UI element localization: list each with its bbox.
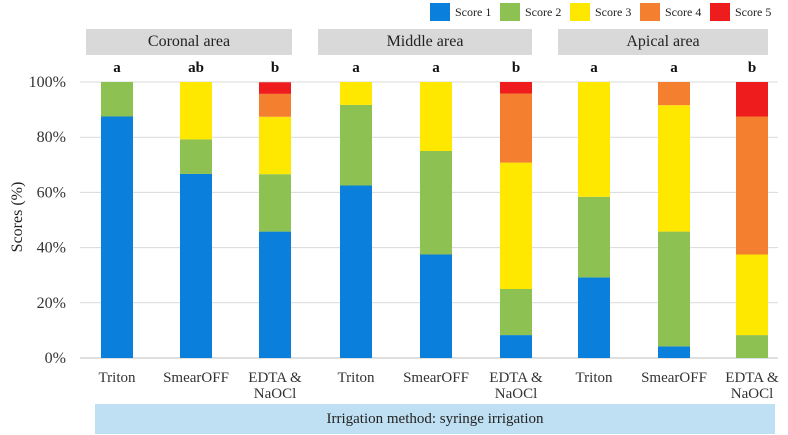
- x-tick-label: NaOCl: [731, 386, 774, 400]
- significance-label: a: [352, 60, 360, 76]
- bar-segment: [259, 82, 291, 94]
- legend-item: Score 4: [640, 3, 710, 21]
- legend-label: Score 1: [455, 4, 492, 19]
- stacked-bar-chart: 0%20%40%60%80%100%aTritonabSmearOFFbEDTA…: [29, 60, 779, 400]
- significance-label: b: [748, 60, 756, 76]
- y-tick-label: 100%: [29, 74, 66, 91]
- y-tick-label: 0%: [45, 350, 66, 367]
- x-tick-label: SmearOFF: [641, 370, 707, 386]
- bar-segment: [500, 82, 532, 94]
- bar-segment: [259, 231, 291, 358]
- significance-label: a: [590, 60, 598, 76]
- bar-segment: [420, 254, 452, 358]
- bar-segment: [658, 82, 690, 106]
- y-tick-label: 20%: [37, 295, 66, 312]
- bar-segment: [340, 82, 372, 105]
- bar-segment: [101, 116, 133, 358]
- bar-segment: [180, 139, 212, 174]
- bar-segment: [736, 254, 768, 336]
- bar-segment: [420, 151, 452, 255]
- irrigation-method-label: Irrigation method: syringe irrigation: [95, 404, 775, 434]
- legend-swatch: [570, 3, 590, 21]
- significance-label: a: [432, 60, 440, 76]
- bar-segment: [578, 277, 610, 358]
- x-tick-label: EDTA &: [489, 370, 543, 386]
- x-tick-label: EDTA &: [248, 370, 302, 386]
- bar-segment: [101, 82, 133, 117]
- significance-label: a: [113, 60, 121, 76]
- bar-segment: [736, 335, 768, 358]
- bar-segment: [500, 93, 532, 163]
- bar-segment: [500, 335, 532, 358]
- group-title-apical: Apical area: [558, 29, 768, 55]
- x-tick-label: SmearOFF: [163, 370, 229, 386]
- bar-segment: [259, 174, 291, 232]
- legend-item: Score 2: [500, 3, 570, 21]
- legend-swatch: [710, 3, 730, 21]
- bar-segment: [500, 289, 532, 336]
- x-tick-label: NaOCl: [495, 386, 538, 400]
- bar-segment: [736, 116, 768, 255]
- legend: Score 1 Score 2 Score 3 Score 4 Score 5: [430, 3, 780, 21]
- x-tick-label: EDTA &: [725, 370, 779, 386]
- bar-segment: [658, 346, 690, 358]
- legend-label: Score 4: [665, 4, 702, 19]
- legend-label: Score 5: [735, 4, 772, 19]
- group-title-coronal: Coronal area: [86, 29, 292, 55]
- legend-label: Score 3: [595, 4, 632, 19]
- significance-label: a: [670, 60, 678, 76]
- bar-segment: [259, 93, 291, 117]
- legend-swatch: [500, 3, 520, 21]
- legend-item: Score 3: [570, 3, 640, 21]
- bar-segment: [340, 185, 372, 358]
- significance-label: b: [271, 60, 279, 76]
- x-tick-label: Triton: [338, 370, 375, 386]
- bar-segment: [259, 116, 291, 175]
- bar-segment: [578, 196, 610, 278]
- legend-swatch: [640, 3, 660, 21]
- bar-segment: [658, 105, 690, 232]
- legend-item: Score 1: [430, 3, 500, 21]
- bar-segment: [736, 82, 768, 117]
- bar-segment: [180, 173, 212, 358]
- bar-segment: [578, 82, 610, 197]
- legend-swatch: [430, 3, 450, 21]
- bar-segment: [180, 82, 212, 140]
- x-tick-label: Triton: [99, 370, 136, 386]
- significance-label: ab: [188, 60, 204, 76]
- group-title-middle: Middle area: [318, 29, 532, 55]
- x-tick-label: Triton: [576, 370, 613, 386]
- significance-label: b: [512, 60, 520, 76]
- legend-label: Score 2: [525, 4, 562, 19]
- bar-segment: [500, 162, 532, 289]
- bar-segment: [340, 104, 372, 186]
- x-tick-label: NaOCl: [254, 386, 297, 400]
- y-tick-label: 40%: [37, 240, 66, 257]
- bar-segment: [658, 231, 690, 347]
- legend-item: Score 5: [710, 3, 780, 21]
- x-tick-label: SmearOFF: [403, 370, 469, 386]
- bar-segment: [420, 82, 452, 151]
- y-tick-label: 60%: [37, 184, 66, 201]
- y-tick-label: 80%: [37, 129, 66, 146]
